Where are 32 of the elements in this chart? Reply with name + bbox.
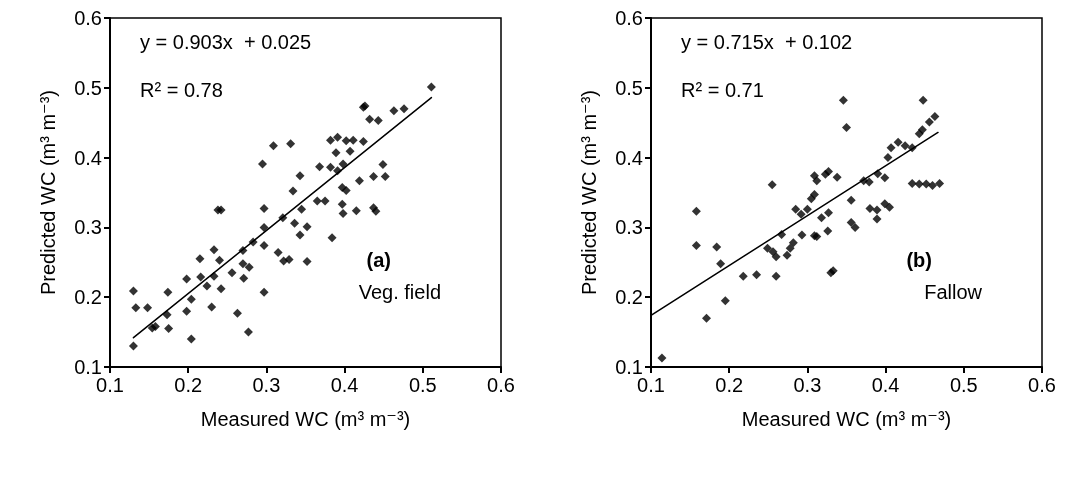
x-axis-title: Measured WC (m³ m⁻³): [200, 408, 411, 430]
annotation: y = 0.903x + 0.025: [140, 31, 312, 53]
annotation: Fallow: [924, 281, 983, 303]
x-tick-label: 0.4: [871, 374, 900, 396]
x-tick-label: 0.3: [793, 374, 822, 396]
x-tick-label: 0.5: [408, 374, 437, 396]
annotation: (a): [366, 249, 392, 271]
annotation: R² = 0.78: [140, 79, 223, 101]
y-tick-label: 0.5: [74, 76, 102, 99]
y-tick-label: 0.5: [615, 76, 643, 99]
y-tick-label: 0.6: [615, 7, 643, 29]
x-axis-title: Measured WC (m³ m⁻³): [741, 408, 952, 430]
y-axis-title: Predicted WC (m³ m⁻³): [578, 90, 600, 295]
y-tick-label: 0.3: [74, 216, 102, 239]
x-tick-label: 0.6: [1028, 374, 1056, 396]
y-tick-label: 0.4: [615, 146, 643, 169]
annotation: y = 0.715x + 0.102: [681, 31, 853, 53]
annotation: R² = 0.71: [681, 79, 764, 101]
annotation: Veg. field: [358, 281, 442, 303]
y-tick-label: 0.2: [615, 286, 643, 309]
x-tick-label: 0.3: [252, 374, 281, 396]
x-tick-label: 0.4: [330, 374, 359, 396]
y-tick-label: 0.6: [74, 7, 102, 29]
y-tick-label: 0.2: [74, 286, 102, 309]
annotation: (b): [906, 249, 933, 271]
x-tick-label: 0.6: [487, 374, 515, 396]
x-tick-label: 0.2: [174, 374, 203, 396]
x-tick-label: 0.2: [715, 374, 744, 396]
y-tick-label: 0.4: [74, 146, 102, 169]
y-tick-label: 0.3: [615, 216, 643, 239]
x-tick-label: 0.5: [949, 374, 978, 396]
y-axis-title: Predicted WC (m³ m⁻³): [37, 90, 59, 295]
